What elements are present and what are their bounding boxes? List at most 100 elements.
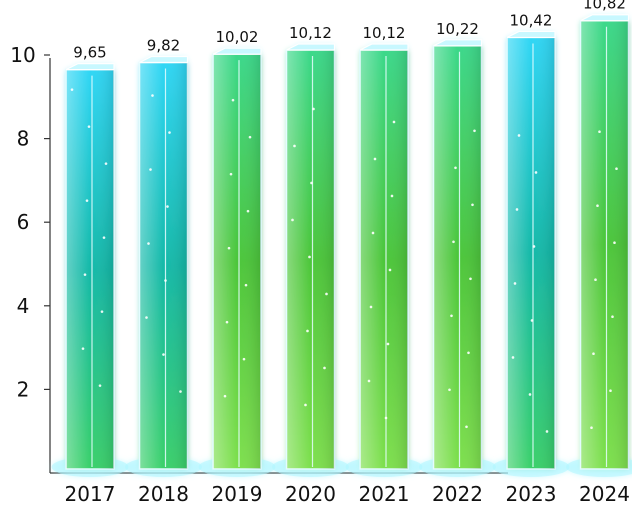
bar-sparkle [102,236,106,239]
bar-sparkle [145,316,148,319]
bar-sparkle [81,347,85,350]
bar-sparkle [613,241,616,245]
bar-sparkle [293,144,296,148]
bar-sparkle [450,314,453,318]
bar-sparkle [392,120,396,124]
bar-sparkle [467,351,470,355]
bar-sparkle [369,305,373,309]
bar-sparkle [164,279,167,282]
bar-sparkle [166,205,169,208]
bar-shading [507,37,555,469]
bar-sparkle [452,240,455,244]
value-labels-group: 9,65 9,82 10,02 10,12 10,12 10,22 10,42 10,82 [73,0,626,62]
bar-sparkle [312,107,315,111]
bar-sparkle [87,125,91,128]
bar-sparkle [473,129,476,133]
bar-sparkle [517,134,521,137]
x-tick-label-2018: 2018 [138,482,189,505]
x-tick-label-2024: 2024 [579,482,630,505]
bar-sparkle [388,268,392,272]
bar-sparkle [592,352,595,356]
bar-2022 [419,39,496,477]
bar-sparkle [147,242,150,245]
bar-2019 [198,47,276,477]
value-label-2022: 10,22 [436,20,479,38]
bar-sparkle [465,425,468,429]
bar-sparkle [104,162,108,165]
bar-top-cap [580,14,630,22]
y-axis: 2 4 6 8 10 [10,43,51,473]
bar-sparkle [596,204,599,208]
bar-top-cap [433,39,483,47]
bar-sparkle [248,135,252,139]
bar-top-cap [139,55,189,64]
bar-sparkle [609,389,612,393]
bar-sparkle [149,168,152,171]
bar-top-cap [286,43,336,51]
bar-sparkle [227,246,231,250]
bar-sparkle [390,194,394,198]
bar-sparkle [83,273,87,276]
y-tick-label: 6 [17,210,30,234]
bar-shading [286,49,335,469]
bar-sparkle [454,166,457,170]
bar-sparkle [373,157,377,161]
bar-sparkle [469,277,472,281]
bar-sparkle [244,283,248,287]
y-tick-label: 2 [17,377,30,401]
bar-sparkle [100,310,104,313]
x-tick-label-2021: 2021 [359,482,410,505]
bar-sparkle [229,172,233,176]
x-tick-label-2023: 2023 [506,482,557,505]
bar-sparkle [98,384,102,387]
bar-2020 [272,43,349,477]
bar-sparkle [306,329,309,333]
y-tick-label: 8 [17,127,30,151]
x-axis: 2017 2018 2019 2020 2021 2022 2023 2024 [50,472,630,505]
bar-2021 [345,43,423,477]
bar-sparkle [371,231,375,235]
bar-top-cap [506,30,556,39]
bar-sparkle [151,94,154,97]
bar-sparkle [590,426,593,430]
value-label-2021: 10,12 [363,24,406,42]
bar-sparkle [471,203,474,207]
bar-sparkle [386,342,390,346]
bar-2023 [492,30,570,477]
bar-sparkle [310,181,313,185]
bar-shading [66,69,114,469]
bar-sparkle [384,416,388,420]
bar-top-cap [359,43,409,51]
bar-sparkle [179,390,182,393]
bar-sparkle [532,245,536,248]
bar-top-cap [212,47,262,55]
bar-shading [213,54,261,469]
bar-sparkle [325,292,328,296]
bar-sparkle [515,208,519,211]
bar-sparkle [308,255,311,259]
bar-sparkle [323,366,326,370]
bar-sparkle [511,356,515,359]
bar-top-cap [65,63,115,71]
bar-shading [433,45,482,469]
bar-sparkle [231,98,235,102]
bar-sparkle [594,278,597,282]
bar-sparkle [291,218,294,222]
bar-2024 [566,14,632,477]
bar-2017 [51,63,129,477]
bar-sparkle [530,319,534,322]
value-label-2024: 10,82 [583,0,626,13]
bar-sparkle [528,393,532,396]
x-tick-label-2022: 2022 [432,482,483,505]
value-label-2023: 10,42 [510,11,553,29]
bar-sparkle [367,379,371,383]
bar-sparkle [304,403,307,407]
bar-sparkle [168,131,171,134]
bar-shading [139,62,188,470]
value-label-2019: 10,02 [216,28,259,46]
bar-sparkle [513,282,517,285]
bar-sparkle [225,320,229,324]
x-tick-label-2019: 2019 [212,482,263,505]
bar-sparkle [545,430,549,433]
